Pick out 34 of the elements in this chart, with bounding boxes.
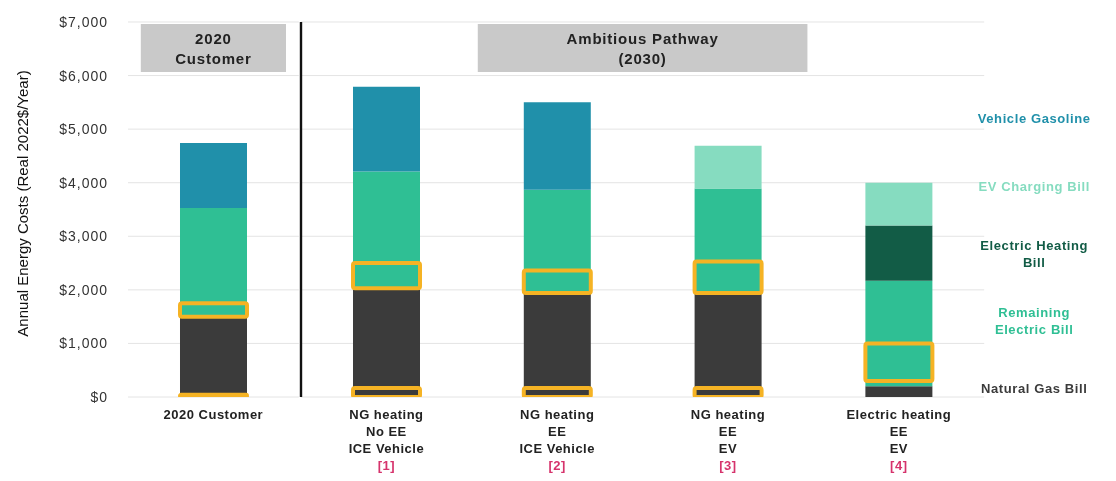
bar	[865, 280, 933, 387]
bar	[523, 102, 591, 190]
bar	[865, 225, 933, 281]
bar	[352, 288, 420, 397]
x-tick-label: Electric heating EE EV [4]	[846, 407, 951, 473]
x-tick-label: NG heating EE EV [3]	[690, 407, 765, 473]
bar	[694, 188, 762, 294]
text: EV Charging Bill	[978, 178, 1090, 194]
text: Electric Heating Bill	[980, 237, 1088, 270]
bar	[180, 207, 247, 318]
y-tick-label: $3,000	[59, 228, 108, 245]
x-tick-label: NG heating No EE ICE Vehicle [1]	[348, 407, 424, 473]
bar	[694, 293, 762, 397]
y-tick-label: $7,000	[59, 13, 108, 30]
text: Vehicle Gasoline	[977, 111, 1091, 126]
bar	[694, 145, 762, 189]
x-tick-label: NG heating EE ICE Vehicle [2]	[519, 407, 595, 473]
y-tick-label: $4,000	[59, 174, 108, 191]
y-tick-label: $6,000	[59, 67, 108, 84]
bar	[352, 86, 420, 172]
text: Natural Gas Bill	[980, 381, 1088, 396]
bar	[865, 386, 933, 397]
y-tick-label: $1,000	[59, 335, 108, 352]
text: Remaining Electric Bill	[994, 305, 1074, 337]
bar	[865, 182, 933, 226]
y-axis-title: Annual Energy Costs (Real 2022$/Year)	[13, 70, 31, 337]
text: Ambitious Pathway (2030)	[566, 30, 719, 67]
y-tick-label: $0	[90, 388, 108, 405]
bar	[523, 189, 591, 294]
y-tick-label: $5,000	[59, 121, 108, 138]
y-tick-label: $2,000	[59, 281, 108, 298]
bar	[523, 293, 591, 397]
bar	[352, 171, 420, 289]
bar	[180, 143, 247, 208]
